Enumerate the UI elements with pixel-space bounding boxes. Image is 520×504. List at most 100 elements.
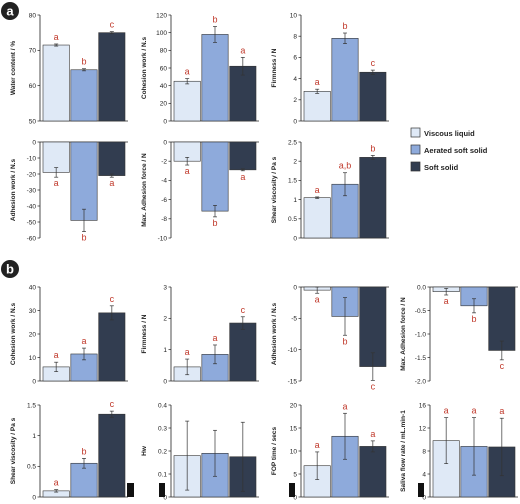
panel-label-b: b [1,260,19,278]
panel-letter-text: a [6,4,14,19]
y-tick-label: 3 [163,284,167,291]
significance-letter: a [315,77,320,87]
significance-letter: a [315,294,320,304]
y-axis-label: FOP time / secs [271,426,278,475]
y-tick-label: 10 [29,355,37,362]
chart-a6: 0 0.5 1 1.5 2 2.5 Shear viscosity / Pa s a a,b b [271,139,389,242]
y-tick-label: -0.5 [415,308,427,315]
chart-b4: 0.0 -0.5 -1.0 -1.5 -2.0 Max. Adhesion force /… [400,284,518,385]
y-tick-label: 1.5 [288,178,297,185]
y-tick-label: 0 [293,118,297,125]
bar-a1-2 [70,69,98,122]
y-tick-label: 8 [293,34,297,41]
significance-letter: c [110,294,115,304]
significance-letter: a [54,478,59,488]
y-tick-label: -50 [27,219,37,226]
chart-a2: 0 20 40 60 80 100 120 Cohesion work / N.s a b a [141,12,259,125]
y-tick-label: 0 [163,494,167,501]
y-tick-label: 1 [293,197,297,204]
significance-letter: b [342,336,347,346]
y-tick-label: -30 [27,187,37,194]
significance-letter: b [81,233,86,243]
y-tick-label: -10 [158,235,168,242]
significance-letter: a [81,336,86,346]
bar-a4-3 [98,141,126,176]
significance-letter: a [499,406,504,416]
y-axis-label: Hw [141,445,148,456]
y-tick-label: 60 [29,83,37,90]
y-tick-label: 1.5 [27,402,36,409]
significance-letter: c [371,381,376,391]
y-tick-label: -6 [161,197,167,204]
y-tick-label: 70 [29,48,37,55]
chart-b3: 0 -5 -10 -15 Adhesion work / N.s a b c [271,284,389,391]
y-tick-label: 20 [29,331,37,338]
y-tick-label: 20 [160,101,168,108]
y-axis-label: Shear viscosity / Pa s [10,417,17,484]
significance-letter: c [110,20,115,30]
y-tick-label: 0.5 [288,216,297,223]
significance-letter: a [185,166,190,176]
y-tick-label: 2 [293,97,297,104]
significance-letter: a [240,45,245,55]
bar-a1-3 [98,32,126,122]
significance-letter: b [81,446,86,456]
significance-letter: a [212,333,217,343]
y-tick-label: 4 [293,76,297,83]
y-tick-label: 0.5 [27,464,36,471]
y-tick-label: 0 [32,139,36,146]
bar-b2-3 [229,322,257,382]
y-tick-label: 120 [156,12,167,19]
y-tick-label: 1 [32,433,36,440]
y-tick-label: 0 [163,118,167,125]
y-axis-label: Firmness / N [141,314,148,353]
y-tick-label: 4 [422,471,426,478]
significance-letter: b [370,143,375,153]
y-tick-label: -15 [288,378,298,385]
y-tick-label: 0 [293,494,297,501]
y-tick-label: 0 [293,235,297,242]
y-axis-label: Water content / % [10,41,17,96]
y-tick-label: 16 [419,402,427,409]
legend-swatch [410,144,421,155]
y-axis-label: Adhesion work / N.s [271,303,278,366]
y-tick-label: 20 [290,402,298,409]
panel-letter-badge [1,260,19,278]
y-tick-label: -2 [161,159,167,166]
y-axis-label: Shear viscosity / Pa s [271,156,278,223]
significance-letter: a [54,32,59,42]
y-tick-label: 12 [419,425,427,432]
y-tick-label: 30 [29,308,37,315]
chart-b2: 0 1 2 3 Firmness / N a a c [141,284,259,385]
y-tick-label: 40 [160,83,168,90]
bar-a4-2 [70,141,98,221]
y-tick-label: 0 [163,378,167,385]
bar-b4-3 [488,286,516,351]
bar-a2-1 [173,80,201,122]
chart-b7: 0 5 10 15 20 FOP time / secs a a a [271,401,389,501]
y-tick-label: 0 [163,139,167,146]
y-axis-label: Adhesion work / N.s [10,159,17,222]
chart-a1: 50 60 70 80 Water content / % a b c [10,12,128,125]
significance-letter: a [444,406,449,416]
bar-a6-3 [359,157,387,239]
panel-tag-mark [289,483,295,497]
y-tick-label: 0.4 [158,402,167,409]
chart-a3: 0 2 4 6 8 10 Firmness / N a b c [271,12,389,125]
chart-a4: 0 -10 -20 -30 -40 -50 -60 Adhesion work / N.s a b… [10,139,128,243]
legend-label: Viscous liquid [424,129,475,138]
y-tick-label: 80 [160,48,168,55]
significance-letter: c [110,399,115,409]
significance-letter: a [185,67,190,77]
significance-letter: a [185,347,190,357]
chart-b8: 0 4 8 12 16 Saliva flow rate / mL.min-1 a a a [400,402,518,501]
significance-letter: a [315,185,320,195]
significance-letter: b [212,14,217,24]
y-tick-label: -60 [27,235,37,242]
significance-letter: b [81,57,86,67]
bar-a5-3 [229,141,257,171]
legend: Viscous liquid Aerated soft solid Soft sol… [410,127,488,172]
significance-letter: a [471,406,476,416]
panel-letter-badge [1,2,19,20]
bar-a5-2 [201,141,229,212]
